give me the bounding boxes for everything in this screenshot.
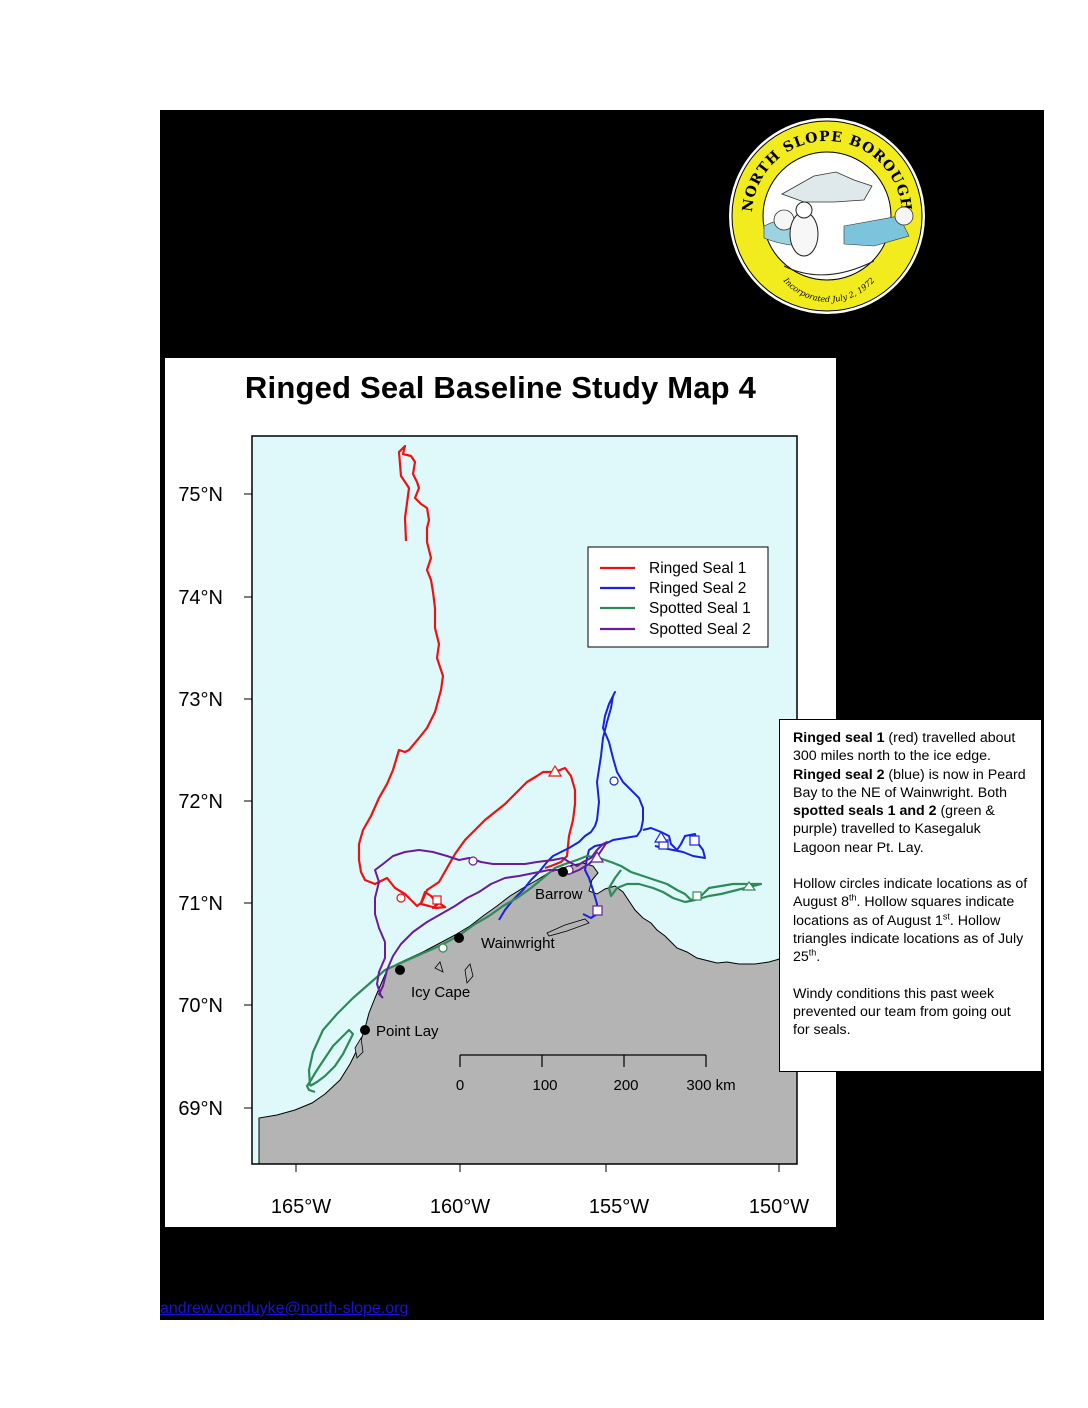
note-run: . Hollow squares indicate locations as o… bbox=[793, 894, 1015, 929]
scale-tick-label: 100 bbox=[532, 1077, 557, 1094]
marker-aug1 bbox=[432, 895, 442, 905]
place-label-wainwright: Wainwright bbox=[481, 935, 555, 952]
track-ringed-seal-1 bbox=[357, 444, 577, 910]
notes-paragraph-1: Ringed seal 1 (red) travelled about 300 … bbox=[793, 729, 1031, 857]
note-run: . Hollow triangles indicate locations as… bbox=[793, 912, 1024, 966]
note-run: th bbox=[849, 892, 857, 903]
scale-bar: 0 100 200 300 km bbox=[456, 1054, 736, 1094]
marker-aug1 bbox=[689, 835, 700, 846]
place-marker-point-lay bbox=[360, 1025, 370, 1035]
note-run: (blue) is now in Peard Bay to the NE of … bbox=[793, 766, 1026, 801]
map-figure: Ringed Seal Baseline Study Map 4 bbox=[165, 358, 836, 1227]
note-run: (red) travelled about 300 miles north to… bbox=[793, 730, 1016, 765]
place-label-barrow: Barrow bbox=[535, 886, 583, 903]
place-label-icy-cape: Icy Cape bbox=[411, 984, 470, 1001]
lat-tick-label: 71°N bbox=[178, 893, 223, 915]
track-ringed-seal-2-peard-loop bbox=[642, 827, 706, 859]
map-canvas: Barrow Wainwright Icy Cape Point Lay 0 1… bbox=[178, 435, 809, 1218]
marker-aug1 bbox=[692, 891, 702, 901]
note-run: . bbox=[816, 949, 821, 966]
note-run: Ringed seal 2 bbox=[793, 766, 885, 783]
place-marker-wainwright bbox=[454, 933, 464, 943]
track-spotted-seal-1b bbox=[307, 854, 763, 1087]
lon-tick-label: 155°W bbox=[589, 1196, 649, 1218]
note-run: (green & purple) travelled to Kasegaluk … bbox=[793, 803, 995, 856]
legend-label: Ringed Seal 2 bbox=[649, 580, 746, 597]
marker-aug8 bbox=[438, 943, 448, 953]
latitude-axis: 75°N 74°N 73°N 72°N 71°N 70°N 69°N bbox=[178, 484, 252, 1120]
marker-aug8 bbox=[396, 893, 406, 903]
longitude-axis: 165°W 160°W 155°W 150°W bbox=[271, 1164, 809, 1218]
marker-aug8 bbox=[468, 856, 478, 866]
email-link[interactable]: andrew.vonduyke@north-slope.org bbox=[160, 1300, 409, 1317]
place-marker-barrow bbox=[558, 867, 568, 877]
island bbox=[464, 963, 474, 984]
island bbox=[434, 961, 444, 973]
legend: Ringed Seal 1 Ringed Seal 2 Spotted Seal… bbox=[587, 546, 769, 648]
notes-paragraph-3: Windy conditions this past week prevente… bbox=[793, 985, 1011, 1039]
legend-label: Spotted Seal 2 bbox=[649, 621, 751, 638]
map-title: Ringed Seal Baseline Study Map 4 bbox=[244, 370, 757, 405]
lat-tick-label: 70°N bbox=[178, 995, 223, 1017]
scale-tick-label: 300 km bbox=[686, 1077, 735, 1094]
note-run: Ringed seal 1 bbox=[793, 730, 885, 746]
scale-tick-label: 0 bbox=[456, 1077, 464, 1094]
marker-jul25 bbox=[589, 850, 605, 863]
marker-jul25 bbox=[653, 830, 669, 843]
note-run: spotted seals 1 and 2 bbox=[793, 803, 937, 820]
place-marker-icy-cape bbox=[395, 965, 405, 975]
note-run: th bbox=[808, 947, 817, 958]
notes-paragraph-2: Hollow circles indicate locations as of … bbox=[793, 875, 1031, 966]
lat-tick-label: 75°N bbox=[178, 484, 223, 506]
lon-tick-label: 165°W bbox=[271, 1196, 331, 1218]
note-run: st bbox=[942, 910, 950, 921]
note-run: Hollow circles indicate locations as of … bbox=[793, 876, 1028, 911]
legend-label: Ringed Seal 1 bbox=[649, 560, 746, 577]
track-ringed-seal-2 bbox=[498, 691, 644, 921]
lat-tick-label: 73°N bbox=[178, 689, 223, 711]
legend-label: Spotted Seal 1 bbox=[649, 600, 751, 617]
marker-aug8 bbox=[609, 776, 619, 786]
island bbox=[546, 918, 590, 937]
track-spotted-seal-2 bbox=[374, 841, 608, 999]
lat-tick-label: 69°N bbox=[178, 1098, 223, 1120]
scale-tick-label: 200 bbox=[613, 1077, 638, 1094]
marker-jul25 bbox=[547, 764, 563, 777]
lat-tick-label: 74°N bbox=[178, 587, 223, 609]
lat-tick-label: 72°N bbox=[178, 791, 223, 813]
island bbox=[354, 1036, 364, 1059]
notes-box: Ringed seal 1 (red) travelled about 300 … bbox=[779, 719, 1042, 1072]
marker-jul25 bbox=[741, 881, 757, 891]
north-slope-borough-logo: NORTH SLOPE BOROUGH Incorporated July 2,… bbox=[727, 116, 927, 316]
marker-aug1 bbox=[592, 905, 603, 916]
lon-tick-label: 160°W bbox=[430, 1196, 490, 1218]
lon-tick-label: 150°W bbox=[749, 1196, 809, 1218]
place-label-point-lay: Point Lay bbox=[376, 1023, 439, 1040]
